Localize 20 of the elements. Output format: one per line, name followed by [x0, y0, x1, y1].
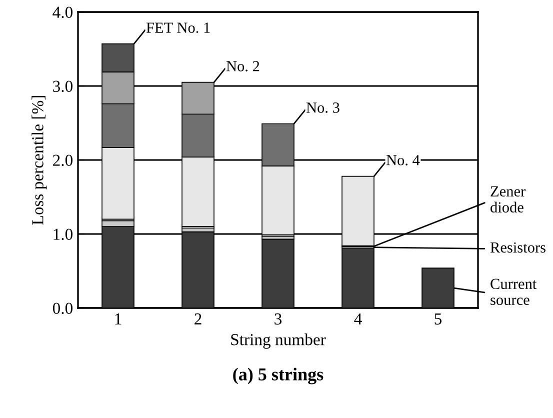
x-tick-label: 4	[354, 313, 362, 324]
text: Resistors	[490, 242, 546, 253]
y-tick-label: 2.0	[53, 154, 73, 166]
y-tick-label: 4.0	[52, 6, 73, 18]
x-tick-label: 5	[434, 314, 442, 325]
text: Zener diode	[490, 186, 526, 213]
x-axis-title: String number	[231, 334, 326, 349]
annotation: No. 2	[226, 61, 260, 72]
legend-label: Current source	[490, 278, 537, 306]
y-tick-label: 0.0	[52, 302, 73, 314]
x-tick-label: 2	[194, 313, 202, 324]
text: (a) 5 strings	[233, 368, 324, 384]
annotation: No. 3	[306, 102, 340, 113]
x-tick-label: 3	[274, 313, 282, 325]
annotation: FET No. 1	[146, 22, 210, 33]
y-tick-label: 1.0	[54, 228, 73, 240]
y-tick-label: 3.0	[53, 80, 73, 92]
y-axis-title: Loss percentile [%]	[32, 96, 47, 225]
x-tick-label: 1	[115, 313, 122, 324]
annotation: No. 4	[386, 155, 420, 166]
